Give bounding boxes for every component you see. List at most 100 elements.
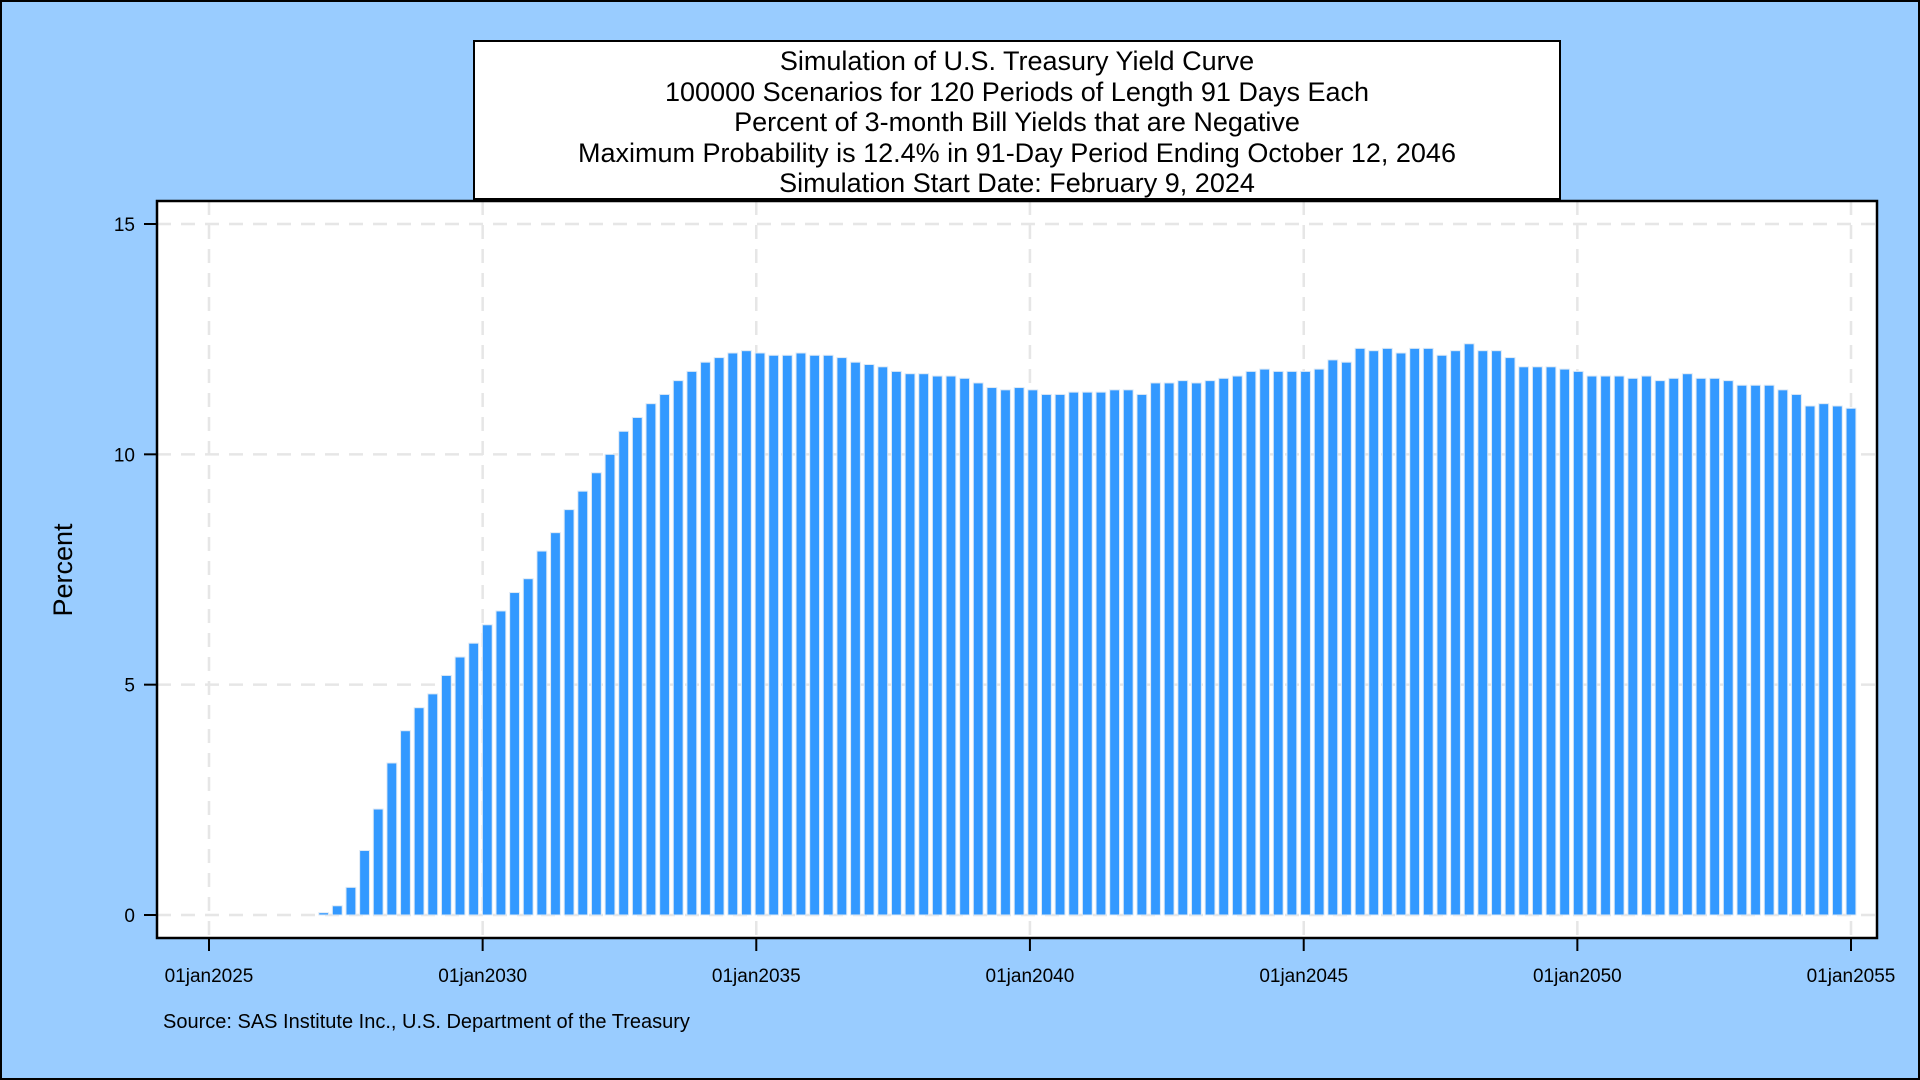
bar [1300, 370, 1311, 916]
bar [1259, 368, 1271, 916]
bar [1709, 377, 1721, 916]
bar [713, 357, 725, 916]
bar [1504, 357, 1516, 916]
bar [1831, 405, 1843, 916]
bar [400, 730, 411, 916]
bar [1341, 361, 1352, 916]
bar [659, 393, 670, 916]
bar [372, 808, 384, 916]
chart-subtitle-start-date: Simulation Start Date: February 9, 2024 [779, 168, 1255, 198]
bar [1095, 391, 1107, 916]
y-tick-label: 0 [124, 906, 135, 927]
bar [1054, 393, 1066, 916]
bar [454, 656, 466, 916]
bar [1559, 368, 1571, 916]
bar [1150, 382, 1161, 916]
chart-subtitle-scenarios: 100000 Scenarios for 120 Periods of Leng… [665, 76, 1369, 107]
bar [1218, 377, 1230, 916]
bar [1750, 384, 1761, 916]
bar [1818, 403, 1830, 916]
bar [1477, 350, 1489, 916]
bar [536, 550, 548, 916]
bar [468, 642, 480, 916]
bar [1613, 375, 1625, 916]
bar [1463, 343, 1475, 916]
bar [1354, 347, 1366, 916]
x-tick-label: 01jan2030 [438, 966, 527, 987]
bar [440, 674, 452, 916]
bar [1531, 366, 1543, 916]
bar [1313, 368, 1325, 916]
bar [331, 905, 343, 916]
bar [1027, 389, 1039, 916]
bar [850, 361, 861, 916]
bar [509, 592, 520, 916]
bar [1600, 375, 1611, 916]
bar [781, 354, 793, 916]
y-tick-label: 5 [124, 676, 135, 697]
bar [1654, 380, 1666, 916]
bar [631, 416, 643, 916]
bar [1163, 382, 1175, 916]
bar [877, 366, 889, 916]
bar [1722, 380, 1734, 916]
bar [1545, 366, 1557, 916]
y-axis: 0 5 10 15 [114, 215, 157, 927]
x-tick-label: 01jan2055 [1807, 966, 1896, 987]
bar [577, 490, 589, 916]
bar [386, 762, 398, 916]
bars-layer [318, 343, 1857, 916]
bar [1381, 347, 1393, 916]
bar [1518, 366, 1530, 916]
bar [1013, 387, 1025, 916]
bar [1122, 389, 1134, 916]
bar [1436, 354, 1448, 916]
y-tick-label: 10 [114, 445, 135, 466]
bar [1272, 370, 1284, 916]
bar [1422, 347, 1434, 916]
bar [986, 387, 998, 916]
bar [1777, 389, 1789, 916]
bar [345, 886, 357, 916]
bar [359, 850, 370, 916]
bar [318, 912, 330, 916]
x-axis: 01jan2025 01jan2030 01jan2035 01jan2040 01ja… [165, 938, 1896, 987]
bar [618, 430, 630, 916]
x-tick-label: 01jan2040 [986, 966, 1075, 987]
y-tick-label: 15 [114, 215, 135, 236]
chart-subtitle-maximum: Maximum Probability is 12.4% in 91-Day P… [578, 137, 1456, 168]
bar [1041, 393, 1052, 916]
bar [1000, 389, 1011, 916]
bar [918, 373, 930, 916]
bar [1245, 370, 1257, 916]
bar [700, 361, 711, 916]
bar [1586, 375, 1598, 916]
bar [1695, 377, 1707, 916]
bar [740, 350, 752, 916]
bar [1791, 393, 1802, 916]
bar [481, 624, 493, 916]
bar [1231, 375, 1243, 916]
bar [1845, 407, 1857, 916]
x-tick-label: 01jan2035 [712, 966, 801, 987]
bar [836, 357, 848, 916]
source-note: Source: SAS Institute Inc., U.S. Departm… [163, 1011, 690, 1033]
bar [1409, 347, 1421, 916]
bar [563, 509, 575, 916]
bar [822, 354, 834, 916]
bar [1804, 405, 1816, 916]
bar [672, 380, 684, 916]
bar [1450, 350, 1461, 916]
bar [645, 403, 657, 916]
plot-border [155, 199, 1879, 940]
chart-subtitle-measure: Percent of 3-month Bill Yields that are … [734, 107, 1300, 137]
bar [1204, 380, 1216, 916]
bar [495, 610, 507, 916]
x-tick-label: 01jan2050 [1533, 966, 1622, 987]
bar [768, 354, 780, 916]
bar [1763, 384, 1775, 916]
bar [809, 354, 820, 916]
bar [1668, 377, 1680, 916]
bar [727, 352, 739, 916]
